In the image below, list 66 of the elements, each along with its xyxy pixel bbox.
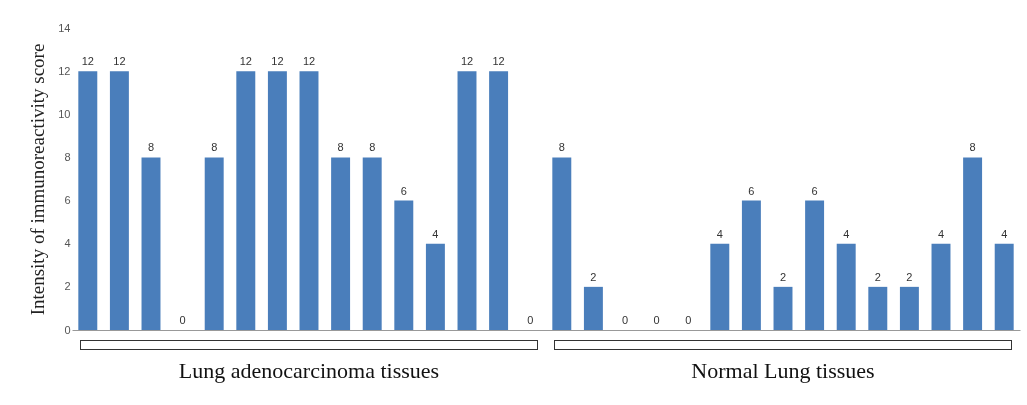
bar — [963, 157, 983, 330]
y-tick-label: 6 — [64, 194, 71, 207]
bar — [489, 71, 509, 330]
bar — [457, 71, 477, 330]
data-label: 0 — [527, 314, 534, 326]
data-label: 2 — [874, 270, 881, 283]
data-label: 2 — [590, 270, 597, 283]
data-label: 2 — [906, 270, 913, 283]
bar — [994, 243, 1014, 330]
bar — [773, 286, 793, 330]
bar — [868, 286, 888, 330]
data-label: 2 — [779, 270, 787, 283]
bar — [710, 243, 730, 330]
data-label: 12 — [271, 55, 284, 68]
bar — [552, 157, 572, 330]
bar — [109, 71, 129, 330]
data-label: 4 — [716, 227, 723, 240]
text: Lung adenocarcinoma tissues — [177, 358, 441, 384]
bar — [331, 157, 351, 330]
bar — [204, 157, 224, 330]
y-tick-label: 14 — [58, 21, 71, 34]
bar — [836, 243, 856, 330]
bar — [141, 157, 161, 330]
bar — [267, 71, 287, 330]
data-label: 4 — [432, 227, 439, 240]
bar — [583, 286, 603, 330]
data-label: 8 — [558, 141, 565, 154]
data-label: 6 — [400, 184, 407, 197]
bar — [741, 200, 761, 330]
data-label: 12 — [460, 55, 474, 68]
data-label: 4 — [1001, 227, 1008, 240]
data-label: 6 — [811, 184, 818, 197]
data-label: 12 — [302, 55, 316, 68]
data-label: 12 — [113, 55, 126, 68]
bar — [931, 243, 951, 330]
data-label: 12 — [239, 55, 252, 68]
data-label: 0 — [653, 314, 660, 326]
data-label: 12 — [492, 55, 505, 68]
data-label: 6 — [748, 184, 755, 197]
data-label: 4 — [843, 227, 850, 240]
data-label: 8 — [211, 141, 218, 154]
y-tick-label: 0 — [64, 323, 71, 336]
data-label: 8 — [369, 141, 376, 154]
bar — [425, 243, 445, 330]
y-tick-label: 10 — [58, 107, 71, 120]
y-tick-label: 8 — [64, 150, 71, 163]
data-label: 8 — [969, 141, 976, 154]
y-tick-label: 12 — [58, 64, 71, 77]
data-label: 4 — [937, 227, 945, 240]
bar — [78, 71, 98, 330]
data-label: 8 — [337, 141, 344, 154]
y-tick-label: 2 — [64, 280, 71, 293]
data-label: 0 — [685, 314, 692, 326]
data-label: 8 — [147, 141, 155, 154]
data-label: 0 — [621, 314, 629, 326]
bar — [362, 157, 382, 330]
y-tick-label: 4 — [64, 237, 71, 250]
bar — [299, 71, 319, 330]
data-label: 0 — [179, 314, 186, 326]
text: Normal Lung tissues — [690, 358, 876, 384]
bar — [899, 286, 919, 330]
bar — [236, 71, 256, 330]
bar — [805, 200, 825, 330]
y-axis-title: Intensity of immunoreactivity score — [27, 43, 49, 316]
data-label: 12 — [81, 55, 94, 68]
bar — [394, 200, 414, 330]
